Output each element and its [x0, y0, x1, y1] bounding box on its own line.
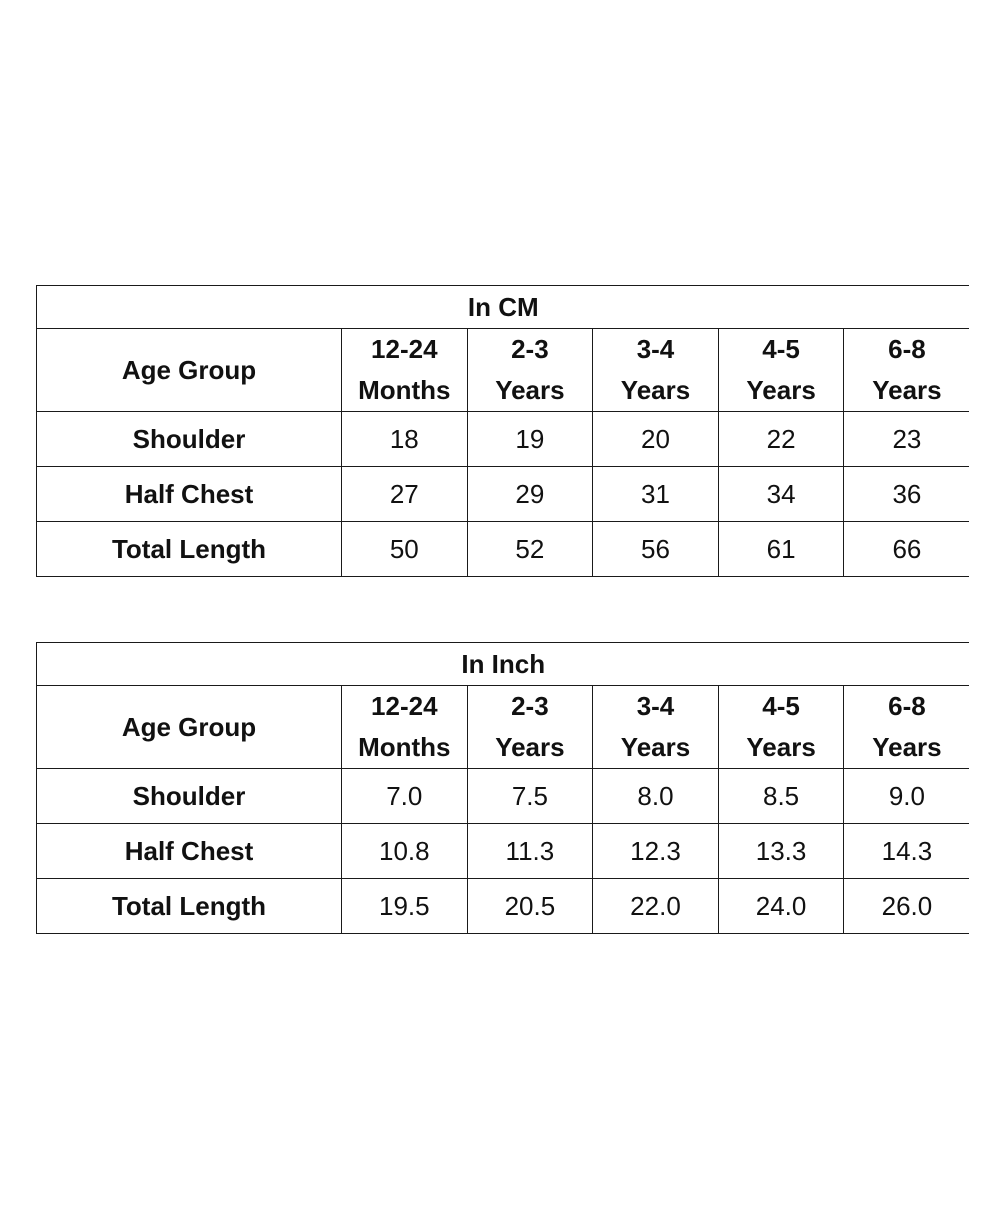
size-chart-inch-table: In Inch Age Group 12-24 Months 2-3 Years 3… [36, 642, 970, 934]
column-header-line1: 2-3 [511, 334, 549, 364]
column-header: 3-4 Years [592, 685, 719, 769]
table-cell: 66 [843, 521, 970, 577]
column-header-line2: Years [872, 732, 942, 762]
table-row: Total Length 19.5 20.5 22.0 24.0 26.0 [36, 878, 970, 934]
column-header: 2-3 Years [466, 685, 594, 769]
table-row: Shoulder 7.0 7.5 8.0 8.5 9.0 [36, 768, 970, 824]
table-cell: 22 [717, 411, 845, 467]
column-header-line1: 12-24 [371, 334, 438, 364]
column-header-line2: Years [495, 375, 565, 405]
table-cell: 8.0 [592, 768, 719, 824]
table-title: In CM [36, 285, 970, 329]
column-header: 6-8 Years [843, 328, 970, 412]
row-label: Shoulder [36, 411, 342, 467]
column-header-line1: 3-4 [636, 334, 675, 364]
table-cell: 61 [717, 521, 845, 577]
column-header: 4-5 Years [717, 328, 845, 412]
table-title-row: In CM [36, 285, 970, 329]
column-header-line2: Months [358, 732, 451, 762]
size-chart-cm-table: In CM Age Group 12-24 Months 2-3 Years 3-4… [36, 285, 970, 577]
table-cell: 31 [592, 466, 719, 522]
row-label: Total Length [36, 521, 342, 577]
table-cell: 27 [341, 466, 468, 522]
column-header-line2: Years [620, 732, 691, 762]
table-row: Half Chest 27 29 31 34 36 [36, 466, 970, 522]
column-header-line2: Months [358, 375, 451, 405]
column-header-line2: Years [746, 732, 816, 762]
table-cell: 8.5 [717, 768, 845, 824]
column-header: 6-8 Years [843, 685, 970, 769]
column-header: 12-24 Months [341, 328, 468, 412]
table-header-row: Age Group 12-24 Months 2-3 Years 3-4 Years … [36, 328, 970, 412]
column-header: 4-5 Years [717, 685, 845, 769]
column-header-line1: 6-8 [888, 334, 926, 364]
table-cell: 52 [466, 521, 594, 577]
table-row: Shoulder 18 19 20 22 23 [36, 411, 970, 467]
table-cell: 56 [592, 521, 719, 577]
age-group-header: Age Group [36, 328, 342, 412]
table-cell: 22.0 [592, 878, 719, 934]
table-cell: 23 [843, 411, 970, 467]
row-label: Half Chest [36, 823, 342, 879]
table-header-row: Age Group 12-24 Months 2-3 Years 3-4 Years … [36, 685, 970, 769]
age-group-header: Age Group [36, 685, 342, 769]
column-header-line1: 3-4 [636, 691, 675, 721]
column-header-line1: 12-24 [371, 691, 438, 721]
column-header-line2: Years [746, 375, 816, 405]
column-header: 2-3 Years [466, 328, 594, 412]
column-header: 3-4 Years [592, 328, 719, 412]
row-label: Shoulder [36, 768, 342, 824]
table-cell: 12.3 [592, 823, 719, 879]
table-row: Half Chest 10.8 11.3 12.3 13.3 14.3 [36, 823, 970, 879]
table-row: Total Length 50 52 56 61 66 [36, 521, 970, 577]
table-cell: 24.0 [717, 878, 845, 934]
table-cell: 20.5 [466, 878, 594, 934]
table-cell: 19 [466, 411, 594, 467]
column-header-line2: Years [620, 375, 691, 405]
row-label: Half Chest [36, 466, 342, 522]
row-label: Total Length [36, 878, 342, 934]
table-cell: 29 [466, 466, 594, 522]
column-header-line2: Years [872, 375, 942, 405]
table-cell: 20 [592, 411, 719, 467]
table-cell: 26.0 [843, 878, 970, 934]
column-header-line1: 6-8 [888, 691, 926, 721]
table-cell: 9.0 [843, 768, 970, 824]
table-cell: 7.5 [466, 768, 594, 824]
table-cell: 10.8 [341, 823, 468, 879]
column-header-line1: 2-3 [511, 691, 549, 721]
column-header-line1: 4-5 [762, 334, 800, 364]
table-cell: 36 [843, 466, 970, 522]
table-title: In Inch [36, 642, 970, 686]
table-cell: 11.3 [466, 823, 594, 879]
column-header-line2: Years [495, 732, 565, 762]
table-cell: 34 [717, 466, 845, 522]
column-header-line1: 4-5 [762, 691, 800, 721]
table-title-row: In Inch [36, 642, 970, 686]
table-cell: 18 [341, 411, 468, 467]
table-cell: 14.3 [843, 823, 970, 879]
column-header: 12-24 Months [341, 685, 468, 769]
table-cell: 50 [341, 521, 468, 577]
table-cell: 7.0 [341, 768, 468, 824]
table-cell: 13.3 [717, 823, 845, 879]
table-cell: 19.5 [341, 878, 468, 934]
